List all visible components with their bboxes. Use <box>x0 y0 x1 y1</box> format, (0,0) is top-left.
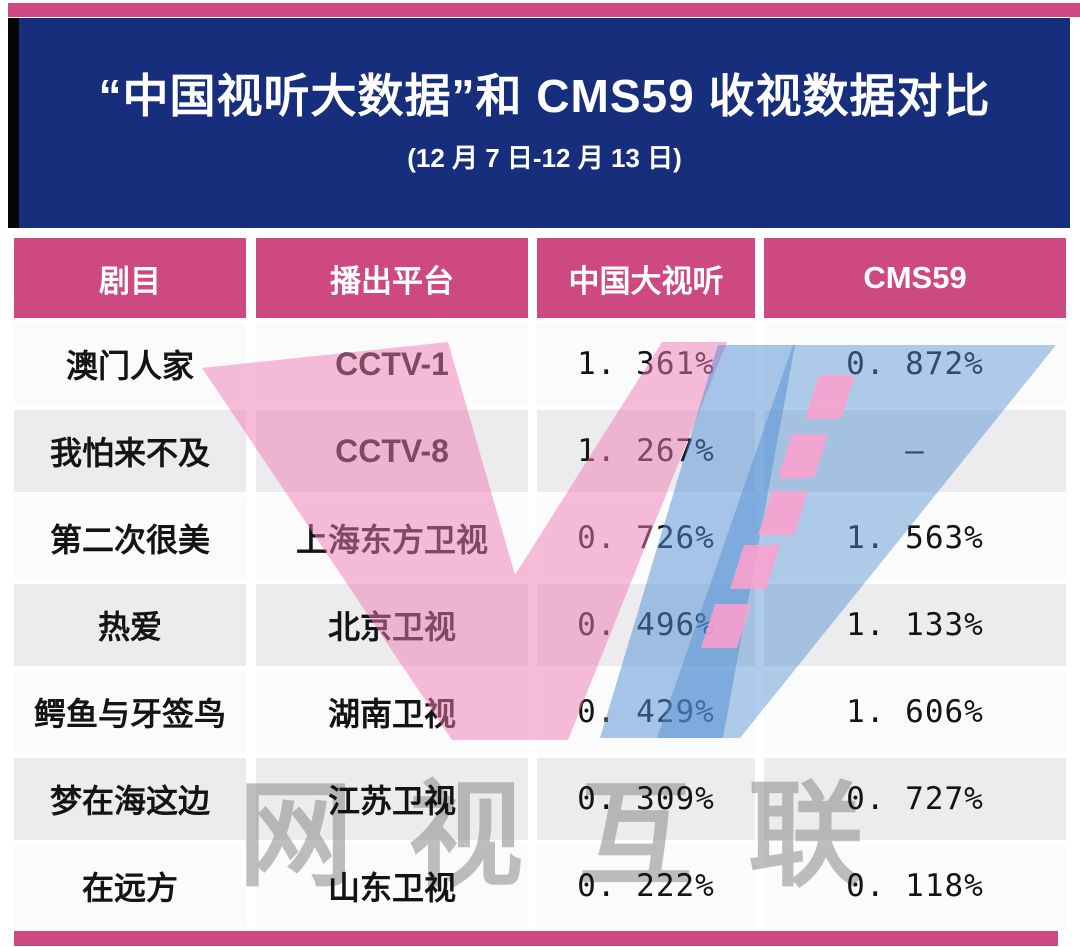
bottom-brand-strip <box>14 931 1058 946</box>
banner-left-black-bar <box>8 18 19 228</box>
table-cell-drama: 澳门人家 <box>14 323 246 405</box>
table-cell-bigdata: 0. 309% <box>537 758 755 840</box>
page-title: “中国视听大数据”和 CMS59 收视数据对比 <box>98 70 991 123</box>
table-cell-platform: 江苏卫视 <box>256 758 528 840</box>
table-cell-bigdata: 0. 496% <box>537 584 755 666</box>
table-cell-platform: CCTV-8 <box>256 410 528 492</box>
table-row: 鳄鱼与牙签鸟 湖南卫视 0. 429% 1. 606% <box>0 671 1080 753</box>
column-header-platform: 播出平台 <box>256 238 528 318</box>
table-cell-drama: 梦在海这边 <box>14 758 246 840</box>
table-cell-cms59: 0. 872% <box>764 323 1066 405</box>
column-header-drama: 剧目 <box>14 238 246 318</box>
column-header-cms59: CMS59 <box>764 238 1066 318</box>
table-cell-bigdata: 1. 267% <box>537 410 755 492</box>
table-cell-bigdata: 1. 361% <box>537 323 755 405</box>
table-cell-cms59: 1. 606% <box>764 671 1066 753</box>
table-cell-drama: 第二次很美 <box>14 497 246 579</box>
table-cell-drama: 在远方 <box>14 845 246 927</box>
table-cell-bigdata: 0. 726% <box>537 497 755 579</box>
table-row: 在远方 山东卫视 0. 222% 0. 118% <box>0 845 1080 927</box>
table-row: 澳门人家 CCTV-1 1. 361% 0. 872% <box>0 323 1080 405</box>
table-cell-cms59: 0. 727% <box>764 758 1066 840</box>
table-cell-cms59: 1. 133% <box>764 584 1066 666</box>
table-cell-platform: 北京卫视 <box>256 584 528 666</box>
table-row: 第二次很美 上海东方卫视 0. 726% 1. 563% <box>0 497 1080 579</box>
table-cell-drama: 鳄鱼与牙签鸟 <box>14 671 246 753</box>
table-cell-cms59: 0. 118% <box>764 845 1066 927</box>
table-row: 梦在海这边 江苏卫视 0. 309% 0. 727% <box>0 758 1080 840</box>
table-cell-platform: CCTV-1 <box>256 323 528 405</box>
table-row: 我怕来不及 CCTV-8 1. 267% – <box>0 410 1080 492</box>
table-cell-bigdata: 0. 429% <box>537 671 755 753</box>
table-cell-cms59: – <box>764 410 1066 492</box>
table-cell-cms59: 1. 563% <box>764 497 1066 579</box>
table-cell-drama: 我怕来不及 <box>14 410 246 492</box>
table-cell-platform: 山东卫视 <box>256 845 528 927</box>
date-range-subtitle: (12 月 7 日-12 月 13 日) <box>407 142 682 173</box>
top-brand-strip <box>8 3 1080 17</box>
column-header-bigdata: 中国大视听 <box>537 238 755 318</box>
title-banner: “中国视听大数据”和 CMS59 收视数据对比 (12 月 7 日-12 月 1… <box>19 18 1070 228</box>
table-row: 热爱 北京卫视 0. 496% 1. 133% <box>0 584 1080 666</box>
table-cell-drama: 热爱 <box>14 584 246 666</box>
table-cell-bigdata: 0. 222% <box>537 845 755 927</box>
table-cell-platform: 上海东方卫视 <box>256 497 528 579</box>
table-cell-platform: 湖南卫视 <box>256 671 528 753</box>
